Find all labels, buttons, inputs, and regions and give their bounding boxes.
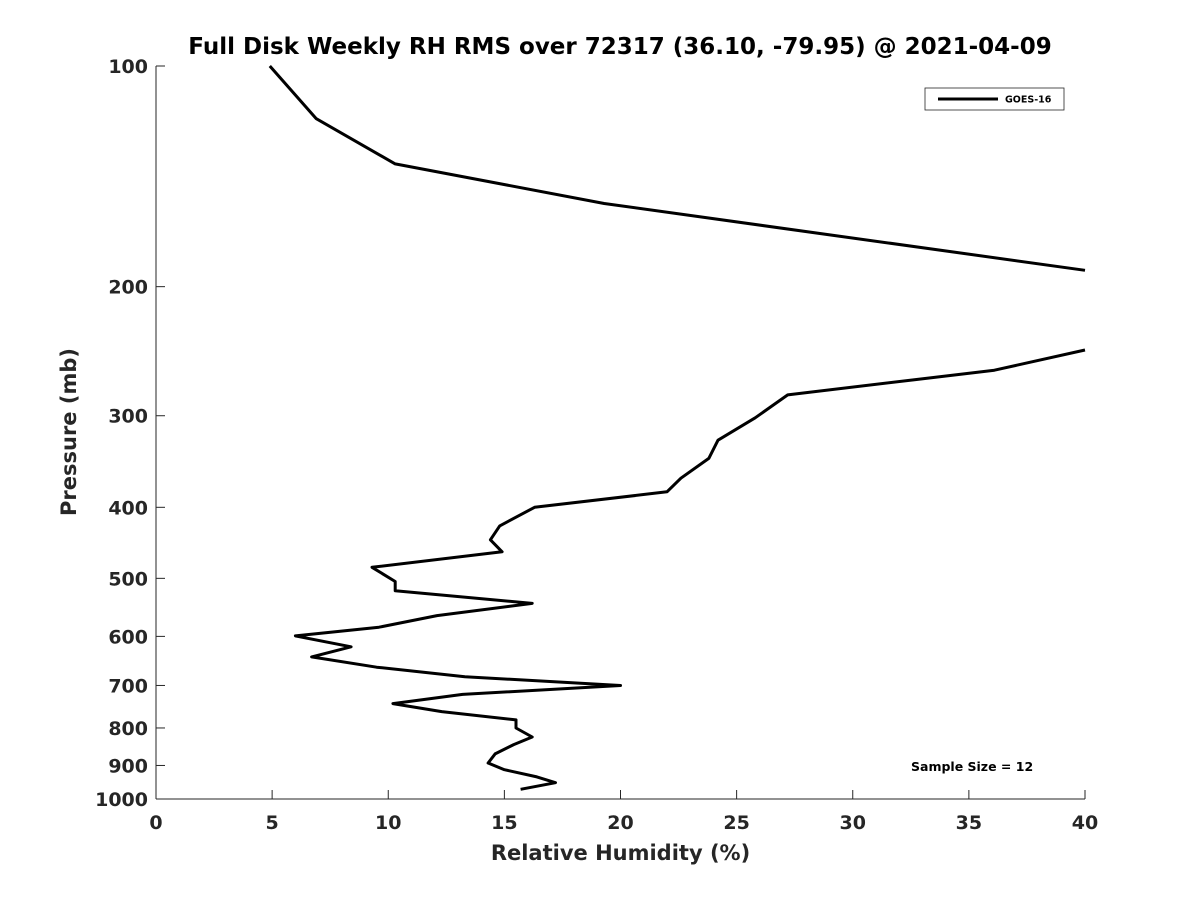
- legend: GOES-16: [924, 87, 1065, 111]
- x-tick-label: 20: [607, 812, 633, 834]
- legend-label-goes-16: GOES-16: [1005, 95, 1052, 106]
- y-tick-label: 400: [108, 497, 148, 519]
- y-tick-label: 800: [108, 718, 148, 740]
- y-axis-title: Pressure (mb): [57, 348, 81, 516]
- series-line-goes-16-segment-2: [293, 348, 1086, 791]
- x-tick-label: 5: [266, 812, 279, 834]
- x-tick-label: 15: [491, 812, 517, 834]
- y-tick-label: 100: [108, 56, 148, 78]
- chart-title: Full Disk Weekly RH RMS over 72317 (36.1…: [188, 34, 1051, 60]
- x-tick-label: 30: [840, 812, 866, 834]
- y-ticks: 100 200 300 400 500 600 700 800 900 1000: [95, 56, 165, 811]
- axes: [155, 66, 1085, 800]
- sample-size-annotation: Sample Size = 12: [911, 759, 1033, 774]
- y-tick-label: 700: [108, 675, 148, 697]
- x-tick-label: 0: [149, 812, 162, 834]
- y-tick-label: 200: [108, 277, 148, 299]
- x-tick-label: 35: [956, 812, 982, 834]
- series-layer: [268, 65, 1086, 791]
- y-tick-label: 600: [108, 626, 148, 648]
- y-tick-label: 900: [108, 755, 148, 777]
- x-tick-label: 10: [375, 812, 401, 834]
- y-tick-label: 1000: [95, 789, 148, 811]
- y-tick-label: 300: [108, 406, 148, 428]
- x-ticks: 0 5 10 15 20 25 30 35 40: [149, 790, 1098, 834]
- x-tick-label: 25: [723, 812, 749, 834]
- y-tick-label: 500: [108, 568, 148, 590]
- series-line-goes-16-segment-1: [268, 65, 1086, 272]
- x-tick-label: 40: [1072, 812, 1098, 834]
- x-axis-title: Relative Humidity (%): [491, 841, 750, 865]
